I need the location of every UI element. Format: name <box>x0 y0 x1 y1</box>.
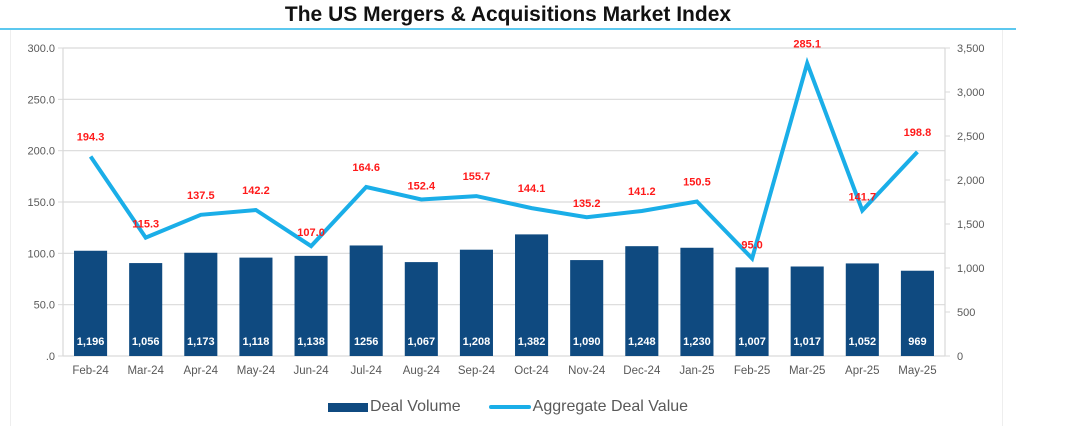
bar-data-label: 1256 <box>354 336 378 348</box>
bar-data-label: 1,056 <box>132 336 160 348</box>
left-tick-label: 150.0 <box>27 197 55 209</box>
panel-border-right <box>1002 30 1003 426</box>
left-tick-label: .0 <box>46 351 55 363</box>
right-tick-label: 3,000 <box>957 87 985 99</box>
category-label: Jan-25 <box>679 365 714 377</box>
bar-data-label: 969 <box>908 336 926 348</box>
bar-data-label: 1,173 <box>187 336 215 348</box>
legend-label-aggregate-deal-value: Aggregate Deal Value <box>532 398 689 415</box>
right-tick-label: 1,500 <box>957 219 985 231</box>
line-data-label: 144.1 <box>518 183 546 195</box>
bar-deal-volume <box>845 263 879 356</box>
bar-data-label: 1,196 <box>77 336 105 348</box>
category-label: Apr-25 <box>845 365 880 377</box>
line-data-label: 194.3 <box>77 132 105 144</box>
bar-deal-volume <box>790 266 824 356</box>
category-label: Nov-24 <box>568 365 606 377</box>
category-label: May-24 <box>237 365 276 377</box>
left-tick-label: 300.0 <box>27 43 55 55</box>
bar-data-label: 1,090 <box>573 336 601 348</box>
category-label: Jul-24 <box>351 365 383 377</box>
category-label: Oct-24 <box>514 365 549 377</box>
line-data-label: 95.0 <box>741 239 762 251</box>
bar-data-label: 1,017 <box>793 336 821 348</box>
category-label: Sep-24 <box>458 365 496 377</box>
left-tick-label: 100.0 <box>27 248 55 260</box>
legend-item-deal-volume[interactable]: Deal Volume <box>327 398 461 416</box>
category-label: Feb-25 <box>734 365 770 377</box>
bar-deal-volume <box>404 262 438 356</box>
chart-title: The US Mergers & Acquisitions Market Ind… <box>284 3 732 26</box>
legend-swatch-bar <box>327 402 368 412</box>
title-underline <box>0 28 1016 30</box>
category-labels: Feb-24 Mar-24 Apr-24 May-24 Jun-24 Jul-24 Aug-… <box>72 365 936 377</box>
line-data-label: 142.2 <box>242 185 270 197</box>
bar-deal-volume <box>129 263 163 356</box>
left-tick-label: 250.0 <box>27 94 55 106</box>
line-data-label: 115.3 <box>132 219 159 231</box>
right-axis-ticks: 0 500 1,000 1,500 2,000 2,500 3,000 3,500 <box>945 43 985 363</box>
bar-deal-volume <box>74 250 108 356</box>
line-aggregate-deal-value <box>88 56 919 263</box>
bar-data-label: 1,138 <box>297 336 325 348</box>
right-tick-label: 2,500 <box>957 131 985 143</box>
bar-deal-volume <box>735 267 769 356</box>
aggregate-value-line-group <box>88 56 919 263</box>
category-label: Dec-24 <box>623 365 661 377</box>
bar-data-label: 1,118 <box>242 336 269 348</box>
line-data-label: 107.0 <box>297 227 325 239</box>
bar-data-label: 1,382 <box>518 336 546 348</box>
line-data-label: 141.2 <box>628 186 656 198</box>
left-axis-ticks: .0 50.0 100.0 150.0 200.0 250.0 300.0 <box>27 43 63 363</box>
line-data-label: 137.5 <box>187 190 215 202</box>
legend-label-deal-volume: Deal Volume <box>369 398 461 415</box>
category-label: Jun-24 <box>293 365 329 377</box>
bar-deal-volume <box>625 246 659 356</box>
line-data-label: 198.8 <box>904 127 932 139</box>
left-tick-label: 50.0 <box>34 300 55 312</box>
line-data-label: 155.7 <box>463 171 491 183</box>
aggregate-value-labels: 194.3 115.3 137.5 142.2 107.0 164.6 152.4 155.7… <box>77 38 931 251</box>
bar-deal-volume <box>184 252 218 356</box>
bar-data-label: 1,052 <box>849 336 877 348</box>
deal-volume-bars <box>74 234 934 356</box>
line-data-label: 152.4 <box>408 181 436 193</box>
line-data-label: 150.5 <box>683 176 711 188</box>
bar-deal-volume <box>239 257 273 356</box>
bar-data-label: 1,208 <box>463 336 491 348</box>
bar-data-label: 1,248 <box>628 336 656 348</box>
category-label: Feb-24 <box>72 365 109 377</box>
right-tick-label: 500 <box>957 307 975 319</box>
bar-deal-volume <box>459 249 493 356</box>
legend: Deal Volume Aggregate Deal Value <box>0 396 1016 418</box>
line-data-label: 141.7 <box>849 192 877 204</box>
line-data-label: 164.6 <box>352 162 380 174</box>
right-tick-label: 1,000 <box>957 263 985 275</box>
bar-deal-volume <box>680 247 714 356</box>
bar-data-label: 1,067 <box>408 336 436 348</box>
category-label: Mar-24 <box>127 365 164 377</box>
category-label: Apr-24 <box>184 365 219 377</box>
line-data-label: 135.2 <box>573 198 601 210</box>
legend-swatch-line <box>488 405 531 409</box>
category-label: Mar-25 <box>789 365 825 377</box>
bar-deal-volume <box>349 245 383 356</box>
right-tick-label: 2,000 <box>957 175 985 187</box>
legend-item-aggregate-deal-value[interactable]: Aggregate Deal Value <box>488 398 689 416</box>
bar-data-label: 1,007 <box>738 336 766 348</box>
category-label: May-25 <box>898 365 936 377</box>
panel-border-left <box>10 30 11 426</box>
category-label: Aug-24 <box>403 365 441 377</box>
right-tick-label: 3,500 <box>957 43 985 55</box>
deal-volume-labels: 1,196 1,056 1,173 1,118 1,138 1256 1,067 1,208 1… <box>77 336 927 348</box>
right-tick-label: 0 <box>957 351 963 363</box>
bar-deal-volume <box>570 260 604 356</box>
bar-data-label: 1,230 <box>683 336 711 348</box>
bar-deal-volume <box>515 234 549 356</box>
bar-deal-volume <box>900 270 934 356</box>
line-data-label: 285.1 <box>793 38 821 50</box>
bar-deal-volume <box>294 255 328 356</box>
left-tick-label: 200.0 <box>27 146 55 158</box>
